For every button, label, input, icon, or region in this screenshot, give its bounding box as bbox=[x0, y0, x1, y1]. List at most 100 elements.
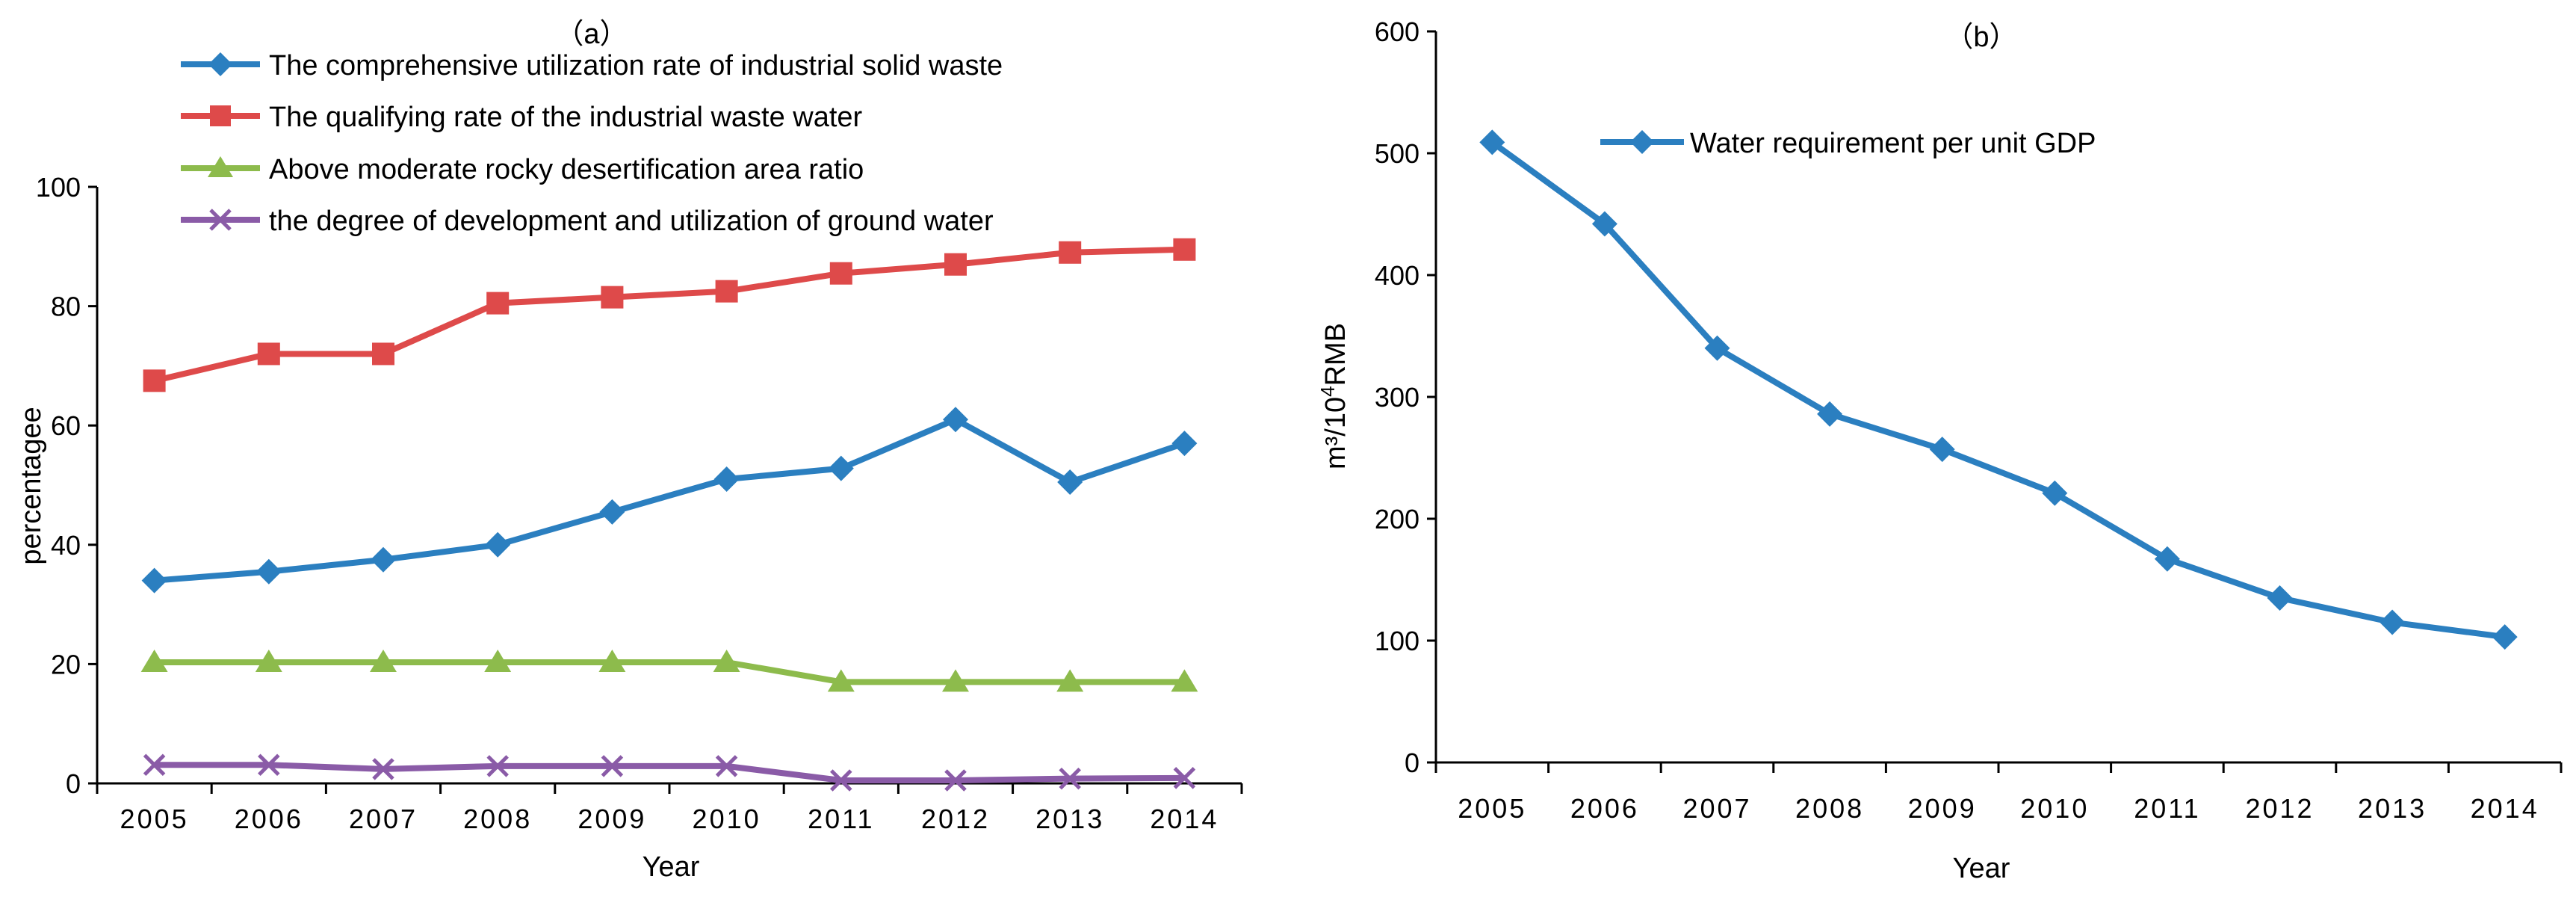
panel-b-series-0-point bbox=[1929, 437, 1955, 463]
legend-item-water-requirement: Water requirement per unit GDP bbox=[1600, 128, 2096, 159]
panel-a-series-0-point bbox=[1171, 431, 1198, 457]
panel-a-series-2-point bbox=[255, 650, 282, 673]
panel-a-series-1-point bbox=[372, 342, 394, 366]
panel-a-y-tick-label: 40 bbox=[51, 530, 81, 561]
panel-b-y-tick-label: 500 bbox=[1375, 138, 1419, 169]
legend-item-waste-water: The qualifying rate of the industrial wa… bbox=[181, 102, 863, 133]
panel-b-series-0-point bbox=[1591, 211, 1617, 237]
panel-b-y-tick-label: 200 bbox=[1375, 504, 1419, 534]
panel-a-chart: （a） 0 20 40 60 80 100 2005 2006 2007 2008 2009 201… bbox=[16, 19, 1243, 883]
panel-a-x-tick-label: 2014 bbox=[1150, 804, 1219, 834]
panel-b-x-tick-label: 2006 bbox=[1570, 793, 1639, 824]
panel-b-x-tick-label: 2007 bbox=[1682, 793, 1751, 824]
legend-label-desertification: Above moderate rocky desertification are… bbox=[269, 154, 864, 185]
panel-a-series-0-point bbox=[713, 466, 740, 493]
panel-a-series-0-point bbox=[141, 567, 167, 594]
panel-b-y-tick-label: 100 bbox=[1375, 626, 1419, 656]
panel-a-series-1-point bbox=[601, 286, 624, 309]
panel-a-series-1-point bbox=[1173, 238, 1196, 261]
panel-a-y-tick-label: 100 bbox=[36, 172, 81, 203]
panel-a-x-tick-label: 2011 bbox=[808, 804, 874, 834]
panel-a-series-1-point bbox=[486, 292, 510, 315]
legend-item-desertification: Above moderate rocky desertification are… bbox=[181, 154, 864, 185]
panel-a-series-0-point bbox=[371, 546, 396, 573]
panel-b-title: （b） bbox=[1945, 22, 2017, 53]
panel-a-series-1-point bbox=[1059, 241, 1082, 264]
panel-a-series-0-point bbox=[256, 558, 282, 585]
panel-a-series-2-point bbox=[1056, 669, 1084, 692]
panel-b-y-axis-title-sup: 4 bbox=[1316, 386, 1339, 396]
panel-a-series-2-point bbox=[370, 650, 397, 673]
panel-b-x-tick-label: 2014 bbox=[2471, 793, 2539, 824]
panel-a-y-tick-label: 0 bbox=[66, 768, 81, 799]
panel-b-x-tick-label: 2005 bbox=[1458, 793, 1526, 824]
panel-a-x-tick-label: 2006 bbox=[235, 804, 303, 834]
legend-triangle-marker bbox=[208, 156, 233, 177]
panel-a-series-0-point bbox=[599, 499, 625, 525]
panel-b-y-tick-label: 300 bbox=[1375, 382, 1419, 413]
panel-a-y-axis-title: percentagee bbox=[16, 407, 47, 564]
panel-b-y-axis-title-main: m³/10 bbox=[1320, 397, 1352, 469]
panel-b-x-tick-label: 2011 bbox=[2134, 793, 2200, 824]
panel-b-x-tick-label: 2008 bbox=[1795, 793, 1864, 824]
panel-b-series-0-point bbox=[1704, 335, 1730, 361]
panel-a-series-2-point bbox=[140, 650, 168, 673]
panel-a-series-3-point bbox=[944, 769, 967, 792]
panel-b-series-0-point bbox=[2154, 546, 2180, 572]
panel-a-x-tick-label: 2005 bbox=[120, 804, 189, 834]
legend-label-ground-water: the degree of development and utilizatio… bbox=[269, 206, 994, 237]
panel-a-x-tick-label: 2008 bbox=[463, 804, 532, 834]
panel-a-series-2-point bbox=[484, 650, 512, 673]
panel-a-series-1-point bbox=[715, 280, 738, 303]
legend-item-solid-waste: The comprehensive utilization rate of in… bbox=[181, 50, 1003, 81]
panel-b-series-0-point bbox=[2042, 480, 2068, 506]
panel-a-x-axis-title: Year bbox=[643, 851, 700, 883]
panel-a-series-2-point bbox=[713, 650, 740, 673]
panel-a-series-0-line bbox=[154, 416, 1186, 584]
panel-b-series-0-point bbox=[1817, 401, 1843, 427]
panel-a-series-1-point bbox=[257, 342, 280, 366]
panel-b-series-0-point bbox=[2267, 585, 2293, 611]
panel-a-x-tick-label: 2007 bbox=[349, 804, 418, 834]
panel-a-series-3-point bbox=[1059, 767, 1081, 790]
panel-a-series-3-point bbox=[372, 758, 394, 780]
legend-label-solid-waste: The comprehensive utilization rate of in… bbox=[269, 50, 1003, 81]
panel-b-x-tick-label: 2012 bbox=[2245, 793, 2314, 824]
panel-a-series-0-point bbox=[1057, 469, 1083, 496]
panel-a-x-tick-label: 2013 bbox=[1035, 804, 1104, 834]
panel-a-series-1-line bbox=[153, 246, 1185, 384]
panel-b-y-axis-title-tail: RMB bbox=[1320, 323, 1352, 386]
panel-a-y-tick-label: 60 bbox=[51, 410, 81, 441]
panel-a-series-2-point bbox=[1171, 669, 1198, 692]
panel-b-chart: （b） 0 100 200 300 400 500 600 2005 2006 2007 2008… bbox=[1316, 16, 2563, 884]
panel-a-series-3-point bbox=[830, 769, 852, 792]
legend-diamond-marker bbox=[1630, 130, 1654, 154]
panel-a-legend: The comprehensive utilization rate of in… bbox=[181, 50, 1003, 237]
panel-a-x-tick-label: 2009 bbox=[578, 804, 646, 834]
panel-a-series-3-point bbox=[1173, 767, 1196, 789]
panel-a-series-1-point bbox=[143, 369, 166, 392]
panel-a-series-3-point bbox=[601, 755, 624, 777]
panel-a-series-0-point bbox=[485, 531, 511, 558]
panel-a-series-3-line bbox=[154, 762, 1185, 784]
panel-b-series-0-point bbox=[1479, 129, 1505, 155]
panel-b-y-tick-label: 0 bbox=[1405, 748, 1419, 778]
legend-label-water-requirement: Water requirement per unit GDP bbox=[1690, 128, 2096, 159]
legend-item-ground-water: the degree of development and utilizatio… bbox=[181, 206, 994, 237]
panel-a-series-2-line bbox=[154, 659, 1185, 685]
legend-square-marker bbox=[210, 105, 231, 126]
panel-a-y-tick-label: 20 bbox=[51, 649, 81, 679]
panel-b-y-axis-title: m³/104RMB bbox=[1316, 323, 1352, 469]
panel-a-series-3-point bbox=[486, 755, 509, 777]
legend-diamond-marker bbox=[208, 52, 232, 76]
panel-b-series-0-point bbox=[2380, 609, 2406, 635]
panel-b-legend: Water requirement per unit GDP bbox=[1600, 128, 2096, 159]
panel-a-series-2-point bbox=[598, 650, 626, 673]
panel-b-y-tick-label: 400 bbox=[1375, 260, 1419, 291]
panel-b-x-tick-label: 2010 bbox=[2020, 793, 2089, 824]
legend-label-waste-water: The qualifying rate of the industrial wa… bbox=[269, 102, 863, 133]
panel-a-series-3-point bbox=[715, 755, 738, 777]
panel-a-series-2-point bbox=[942, 669, 969, 692]
panel-a-y-tick-label: 80 bbox=[51, 292, 81, 322]
